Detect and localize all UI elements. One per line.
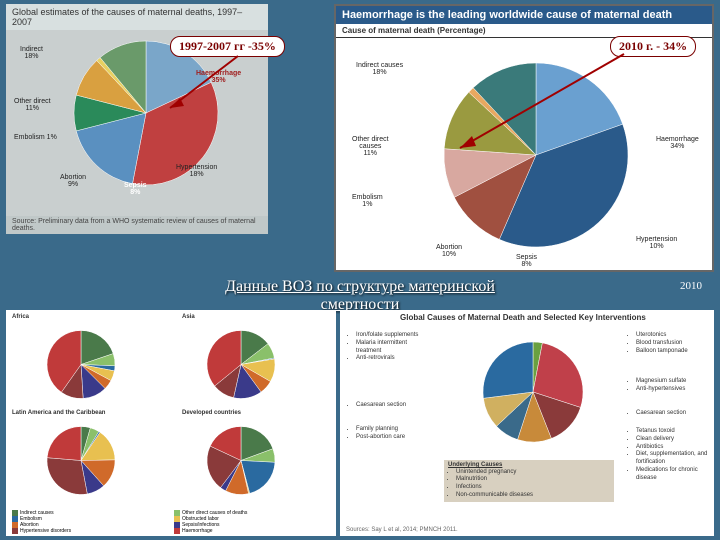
lbl2-indirect: Indirect causes18% xyxy=(356,62,403,76)
lbl2-hyper: Hypertension10% xyxy=(636,236,677,250)
underlying-list: Unintended pregnancyMalnutritionInfectio… xyxy=(448,469,610,500)
panel-tr-title: Haemorrhage is the leading worldwide cau… xyxy=(336,6,712,24)
br-left-list-1: Iron/folate supplementsMalaria intermitt… xyxy=(348,332,426,363)
pie-chart-2012 xyxy=(468,332,598,452)
region-africa: Africa xyxy=(12,314,29,321)
lbl-other: Other direct11% xyxy=(14,98,51,112)
lbl-hyper: Hypertension18% xyxy=(176,164,217,178)
underlying-box: Underlying Causes Unintended pregnancyMa… xyxy=(444,460,614,502)
lbl2-haem: Haemorrhage34% xyxy=(656,136,699,150)
lbl2-other: Other directcauses11% xyxy=(352,136,389,157)
mini-pie-asia xyxy=(196,322,286,407)
region-asia: Asia xyxy=(182,314,195,321)
main-title: Данные ВОЗ по структуре материнской смер… xyxy=(0,278,720,314)
panel-br-title: Global Causes of Maternal Death and Sele… xyxy=(400,314,646,323)
arrow-2 xyxy=(430,48,630,168)
lbl-embolism: Embolism 1% xyxy=(14,134,57,141)
legend-bl: Indirect causesOther direct causes of de… xyxy=(12,510,330,534)
panel-tl-title: Global estimates of the causes of matern… xyxy=(6,4,268,30)
panel-tl-source: Source: Preliminary data from a WHO syst… xyxy=(6,216,268,234)
lbl-indirect: Indirect18% xyxy=(20,46,43,60)
br-source: Sources: Say L et al, 2014; PMNCH 2011. xyxy=(346,527,458,534)
br-left-list-3: Family planningPost-abortion care xyxy=(348,426,426,442)
arrow-1 xyxy=(150,50,260,130)
mini-pie-dev xyxy=(196,418,286,503)
region-lac: Latin America and the Caribbean xyxy=(12,410,112,417)
lbl2-embolism: Embolism1% xyxy=(352,194,383,208)
main-title-text: Данные ВОЗ по структуре материнской смер… xyxy=(225,278,495,313)
br-right-list-3: Caesarean section xyxy=(628,410,712,418)
region-dev: Developed countries xyxy=(182,410,241,417)
lbl-sepsis: Sepsis8% xyxy=(124,182,147,196)
year-2010: 2010 xyxy=(680,280,702,292)
lbl-abortion: Abortion9% xyxy=(60,174,86,188)
panel-bottom-left: Africa Asia Latin America and the Caribb… xyxy=(6,310,336,536)
br-right-list-2: Magnesium sulfateAnti-hypertensives xyxy=(628,378,712,394)
underlying-title: Underlying Causes xyxy=(448,462,610,469)
br-left-list-2: Caesarean section xyxy=(348,402,426,410)
panel-bottom-right: Global Causes of Maternal Death and Sele… xyxy=(340,310,714,536)
br-right-list-4: Tetanus toxoidClean deliveryAntibioticsD… xyxy=(628,428,712,483)
br-right-list-1: UterotonicsBlood transfusionBalloon tamp… xyxy=(628,332,712,355)
lbl2-sepsis: Sepsis8% xyxy=(516,254,537,268)
mini-pie-lac xyxy=(36,418,126,503)
lbl2-abortion: Abortion10% xyxy=(436,244,462,258)
mini-pie-africa xyxy=(36,322,126,407)
